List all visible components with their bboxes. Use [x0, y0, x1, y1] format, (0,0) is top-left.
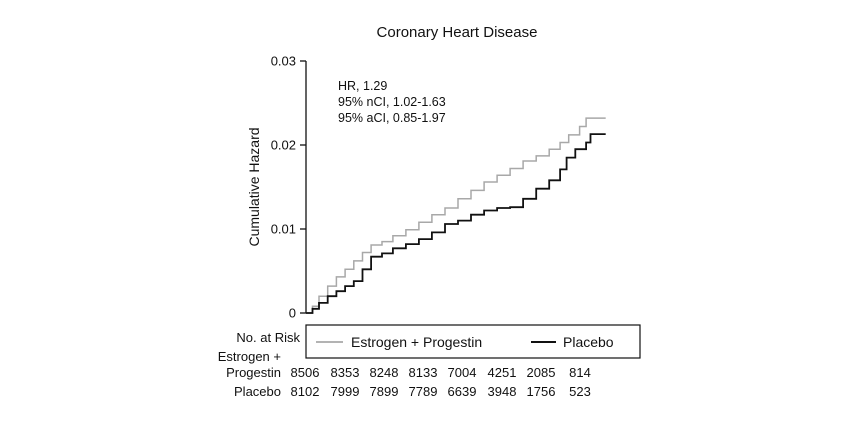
risk-cell: 1756	[527, 384, 556, 399]
y-tick-label: 0	[289, 306, 296, 321]
annotation-line: HR, 1.29	[338, 79, 387, 93]
series-line-placebo	[306, 133, 606, 314]
risk-cell: 8102	[291, 384, 320, 399]
risk-cell: 7999	[331, 384, 360, 399]
y-tick-label: 0.01	[271, 222, 296, 237]
risk-cell: 3948	[488, 384, 517, 399]
risk-cell: 8353	[331, 365, 360, 380]
annotation-line: 95% nCI, 1.02-1.63	[338, 95, 446, 109]
risk-row-label: Placebo	[234, 384, 281, 399]
risk-cell: 7899	[370, 384, 399, 399]
risk-cell: 814	[569, 365, 591, 380]
legend-label-placebo: Placebo	[563, 334, 614, 350]
risk-cell: 8248	[370, 365, 399, 380]
legend: Estrogen + Progestin Placebo	[305, 324, 641, 359]
risk-cell: 7789	[409, 384, 438, 399]
annotation-line: 95% aCI, 0.85-1.97	[338, 111, 446, 125]
risk-cell: 8133	[409, 365, 438, 380]
risk-table-header: No. at Risk	[236, 330, 300, 345]
risk-row-label: Estrogen +	[218, 349, 281, 364]
risk-table: No. at Risk Estrogen +Progestin 8506 8353 82…	[218, 330, 591, 399]
y-axis-label: Cumulative Hazard	[246, 127, 262, 246]
chart-title: Coronary Heart Disease	[377, 24, 538, 41]
risk-row-label: Progestin	[226, 365, 281, 380]
hazard-ratio-annotation: HR, 1.29 95% nCI, 1.02-1.63 95% aCI, 0.85-…	[338, 79, 446, 125]
risk-cell: 2085	[527, 365, 556, 380]
series-layer	[306, 117, 606, 314]
series-line-estrogen-progestin	[306, 117, 606, 314]
legend-label-estrogen-progestin: Estrogen + Progestin	[351, 334, 482, 350]
y-axis-ticks: 0 0.01 0.02 0.03	[271, 54, 306, 321]
risk-cell: 523	[569, 384, 591, 399]
risk-cell: 7004	[448, 365, 477, 380]
risk-cell: 4251	[488, 365, 517, 380]
y-tick-label: 0.03	[271, 54, 296, 69]
legend-box	[305, 324, 641, 359]
risk-cell: 6639	[448, 384, 477, 399]
y-tick-label: 0.02	[271, 138, 296, 153]
risk-cell: 8506	[291, 365, 320, 380]
